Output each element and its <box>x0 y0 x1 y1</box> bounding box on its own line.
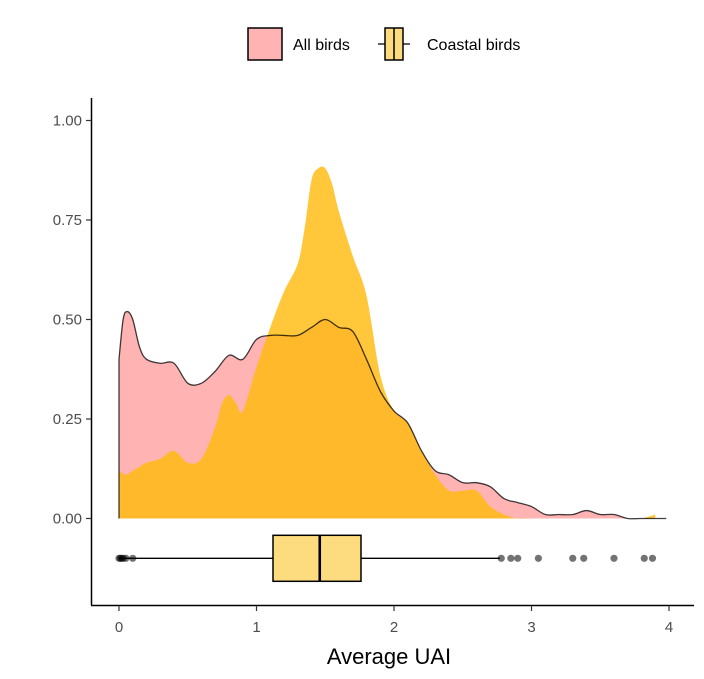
boxplot-outlier <box>129 554 137 562</box>
density-area-coastal-birds <box>119 166 656 519</box>
boxplot-outlier <box>610 554 618 562</box>
legend-key-coastal-birds <box>378 27 410 61</box>
boxplot-outlier <box>507 554 515 562</box>
ticks: 0.00 0.25 0.50 0.75 1.00 0 1 2 3 4 <box>53 113 673 637</box>
boxplot-box <box>272 534 362 583</box>
x-tick-label: 0 <box>115 619 123 636</box>
x-tick-label: 1 <box>252 619 260 636</box>
boxplot-outlier <box>580 554 588 562</box>
x-tick-label: 2 <box>390 619 398 636</box>
y-tick-label: 1.00 <box>53 113 82 130</box>
boxplot-outlier <box>497 554 505 562</box>
density-line-all-birds <box>118 310 667 520</box>
x-tick-label: 3 <box>527 619 535 636</box>
legend-key-all-birds <box>247 27 283 61</box>
axes <box>90 98 694 607</box>
y-tick-label: 0.00 <box>53 511 82 528</box>
legend: All birds Coastal birds <box>247 27 520 61</box>
x-axis-title: Average UAI <box>327 644 451 669</box>
plot-area <box>115 166 667 583</box>
boxplot-outlier <box>122 554 130 562</box>
y-tick-label: 0.75 <box>53 212 82 229</box>
boxplot-outlier <box>514 554 522 562</box>
legend-label-all-birds: All birds <box>293 37 350 54</box>
x-tick-label: 4 <box>665 619 673 636</box>
boxplot-outlier <box>640 554 648 562</box>
y-tick-label: 0.50 <box>53 312 82 329</box>
y-tick-label: 0.25 <box>53 411 82 428</box>
boxplot-outlier <box>648 554 657 562</box>
boxplot-outlier <box>569 554 577 562</box>
legend-label-coastal-birds: Coastal birds <box>427 37 520 54</box>
boxplot-outlier <box>534 554 542 562</box>
